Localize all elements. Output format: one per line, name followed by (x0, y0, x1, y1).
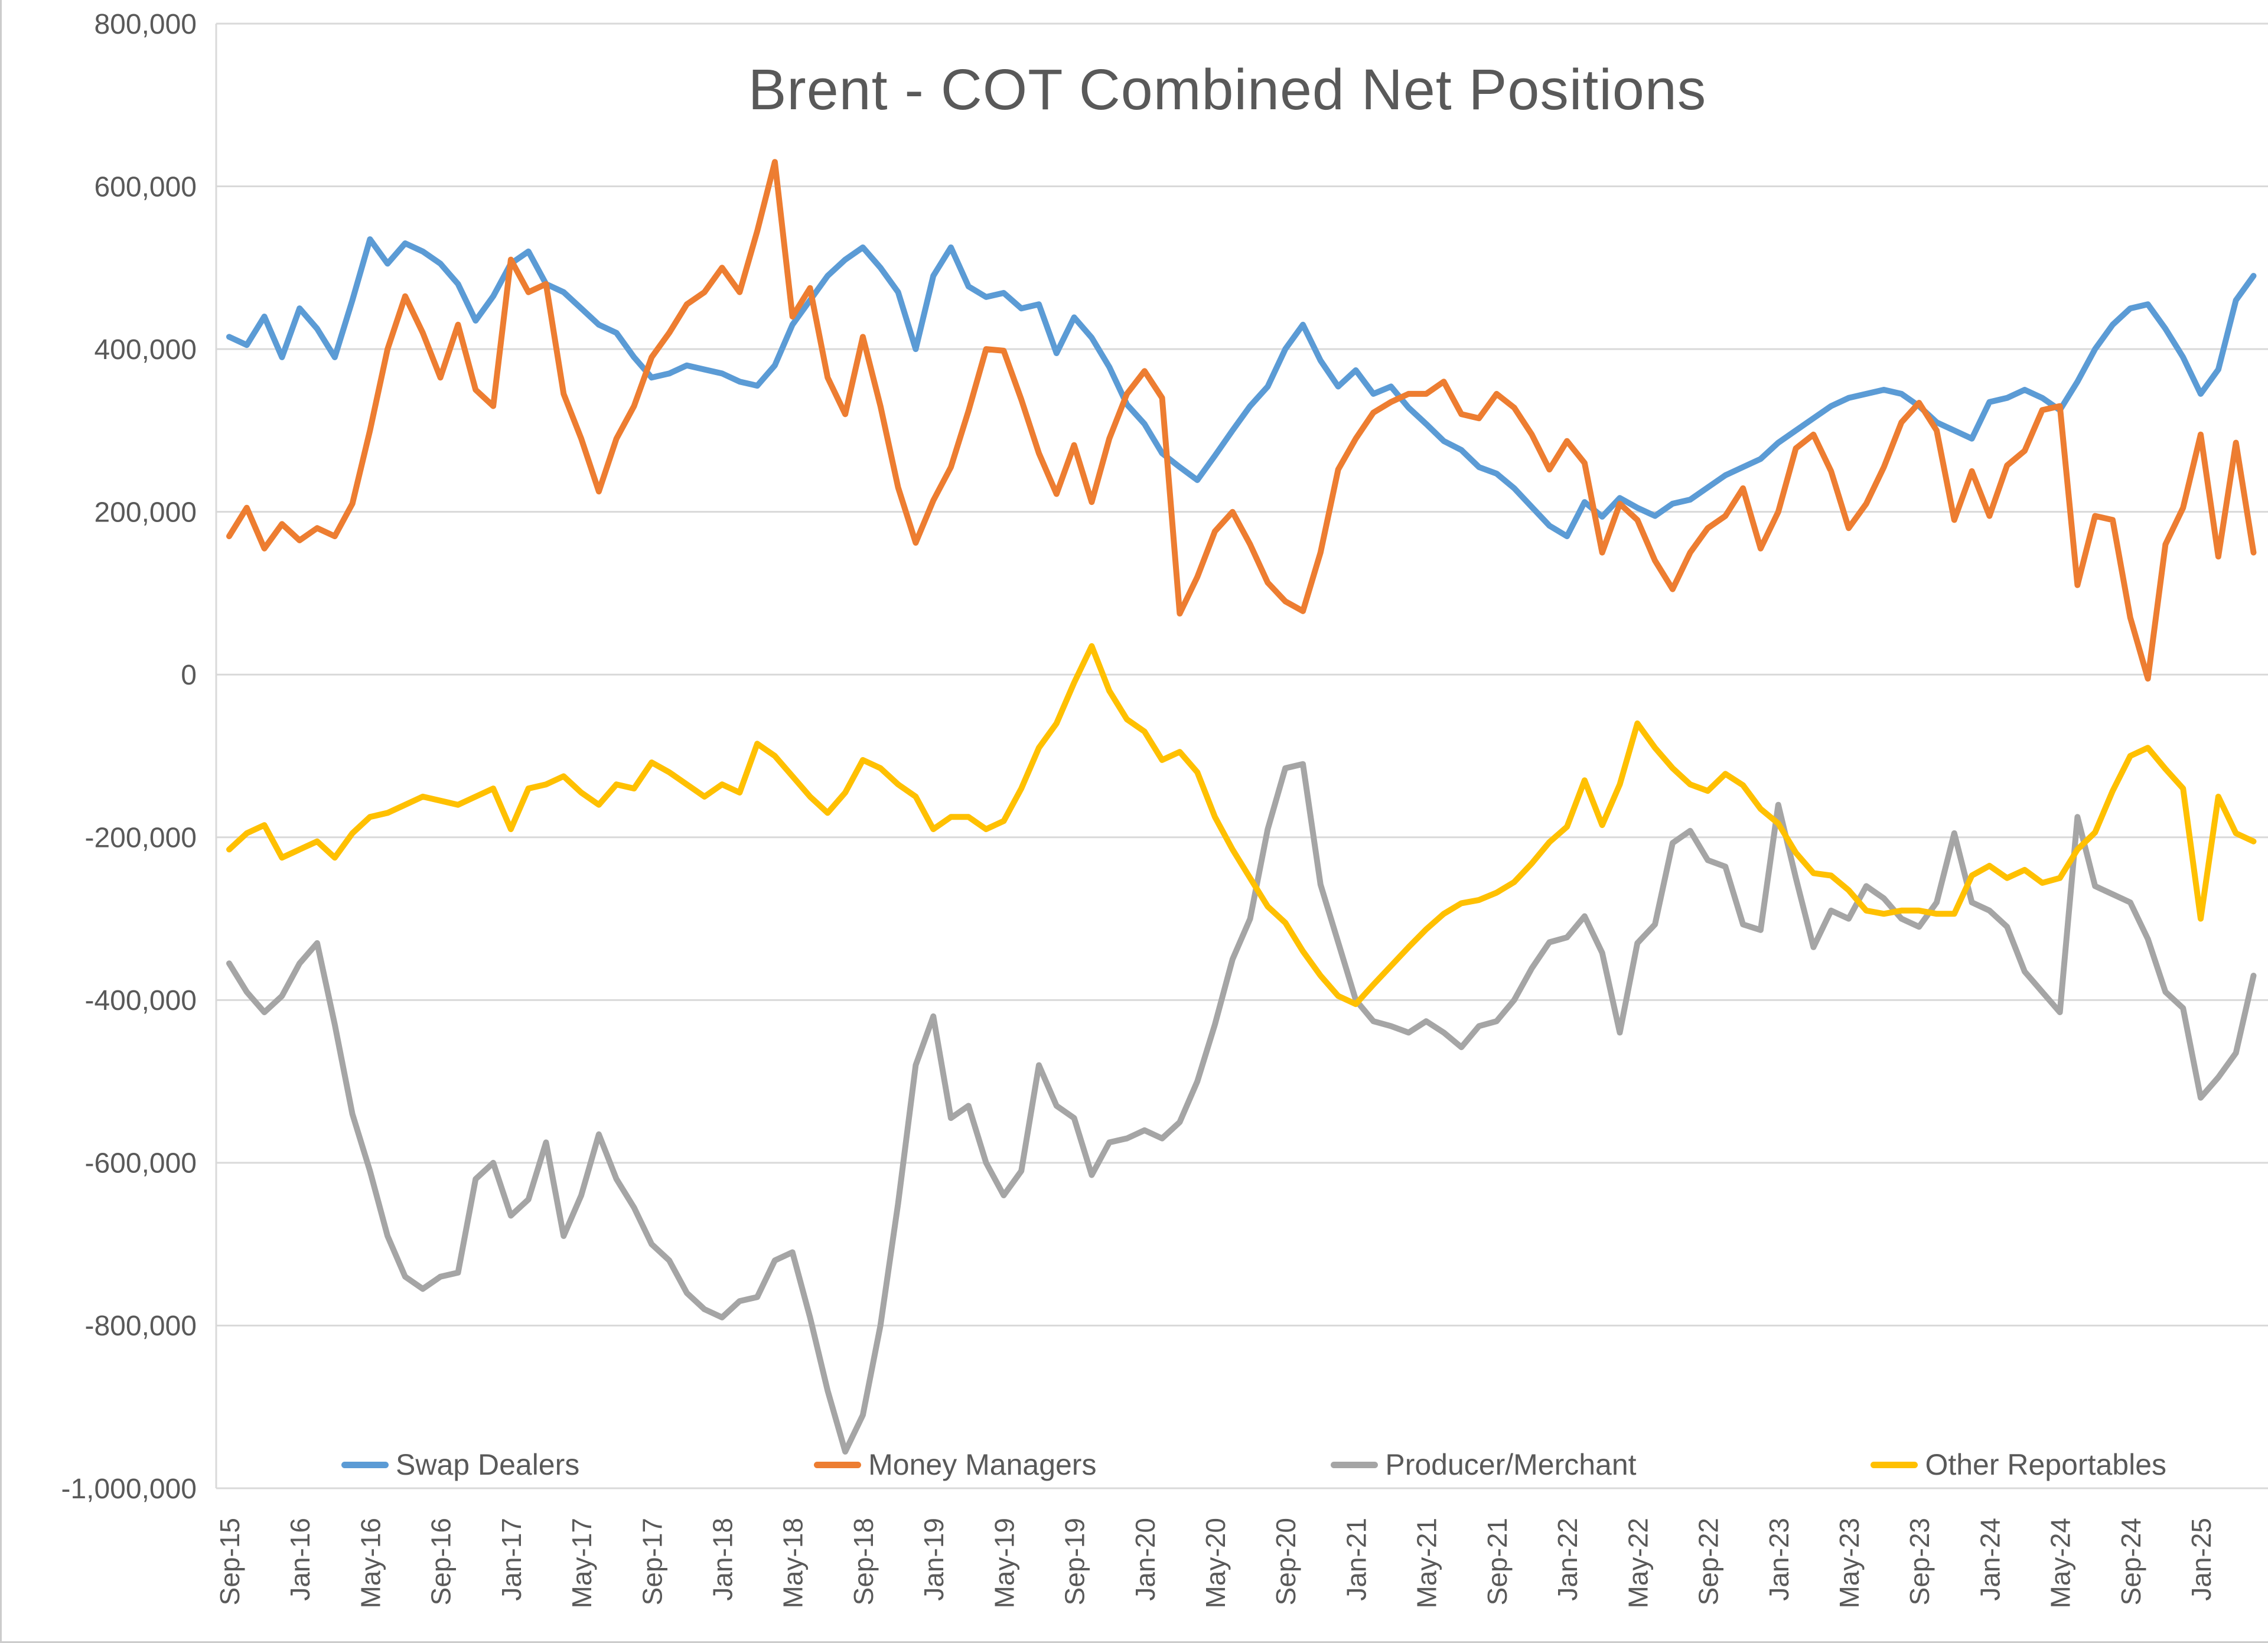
x-tick-label: Sep-22 (1693, 1518, 1724, 1605)
legend-swatch-swap-dealers-icon (341, 1461, 389, 1468)
x-tick-label: Jan-22 (1552, 1518, 1583, 1601)
y-tick-label: 400,000 (94, 334, 197, 366)
chart-title: Brent - COT Combined Net Positions (748, 57, 1707, 122)
x-tick-label: May-19 (989, 1518, 1019, 1608)
x-tick-label: Jan-16 (285, 1518, 315, 1601)
x-tick-label: May-16 (355, 1518, 386, 1608)
y-tick-label: 800,000 (94, 9, 197, 40)
y-tick-label: -400,000 (85, 985, 197, 1016)
x-tick-label: Sep-24 (2116, 1518, 2146, 1605)
y-tick-label: -200,000 (85, 823, 197, 854)
x-tick-label: Jan-25 (2186, 1518, 2217, 1601)
x-tick-label: Jan-23 (1764, 1518, 1794, 1601)
legend-swatch-producer-merchant-icon (1331, 1461, 1379, 1468)
x-tick-label: May-24 (2045, 1518, 2076, 1608)
x-tick-label: Jan-20 (1130, 1518, 1161, 1601)
x-tick-label: Jan-19 (918, 1518, 949, 1601)
x-tick-label: May-20 (1200, 1518, 1231, 1608)
legend-label-producer-merchant: Producer/Merchant (1385, 1448, 1637, 1481)
x-tick-label: Sep-23 (1904, 1518, 1935, 1605)
x-tick-label: Jan-18 (708, 1518, 738, 1601)
series-line-producer-merchant (226, 761, 2257, 1455)
x-tick-label: May-23 (1834, 1518, 1865, 1608)
series-line-other-reportables (226, 643, 2257, 1008)
series-line-money-managers (226, 159, 2257, 682)
x-tick-label: May-17 (566, 1518, 597, 1608)
legend-label-money-managers: Money Managers (868, 1448, 1097, 1481)
y-tick-label: 600,000 (94, 171, 197, 203)
y-tick-label: -1,000,000 (61, 1474, 197, 1505)
legend-label-swap-dealers: Swap Dealers (396, 1448, 580, 1481)
x-tick-label: Jan-17 (496, 1518, 527, 1601)
legend-item-swap-dealers: Swap Dealers (341, 1448, 579, 1482)
legend-item-producer-merchant: Producer/Merchant (1331, 1448, 1637, 1482)
legend-label-other-reportables: Other Reportables (1925, 1448, 2166, 1481)
x-tick-label: Sep-15 (214, 1518, 245, 1605)
x-tick-label: Sep-20 (1270, 1518, 1301, 1605)
y-tick-label: 0 (181, 660, 197, 691)
x-tick-label: May-22 (1622, 1518, 1653, 1608)
x-tick-label: May-21 (1412, 1518, 1442, 1608)
x-tick-label: May-18 (778, 1518, 809, 1608)
legend: Swap Dealers Money Managers Producer/Mer… (341, 1441, 2166, 1488)
x-tick-label: Jan-21 (1341, 1518, 1371, 1601)
y-tick-label: 200,000 (94, 497, 197, 528)
legend-item-money-managers: Money Managers (814, 1448, 1096, 1482)
x-tick-label: Sep-19 (1060, 1518, 1090, 1605)
x-tick-label: Sep-17 (637, 1518, 667, 1605)
y-tick-label: -600,000 (85, 1148, 197, 1179)
x-tick-label: Sep-21 (1482, 1518, 1513, 1605)
legend-item-other-reportables: Other Reportables (1871, 1448, 2166, 1482)
legend-swatch-other-reportables-icon (1871, 1461, 1918, 1468)
x-tick-label: Sep-18 (848, 1518, 879, 1605)
x-tick-label: Sep-16 (426, 1518, 457, 1605)
legend-swatch-money-managers-icon (814, 1461, 862, 1468)
y-tick-label: -800,000 (85, 1311, 197, 1342)
x-tick-label: Jan-24 (1974, 1518, 2005, 1601)
